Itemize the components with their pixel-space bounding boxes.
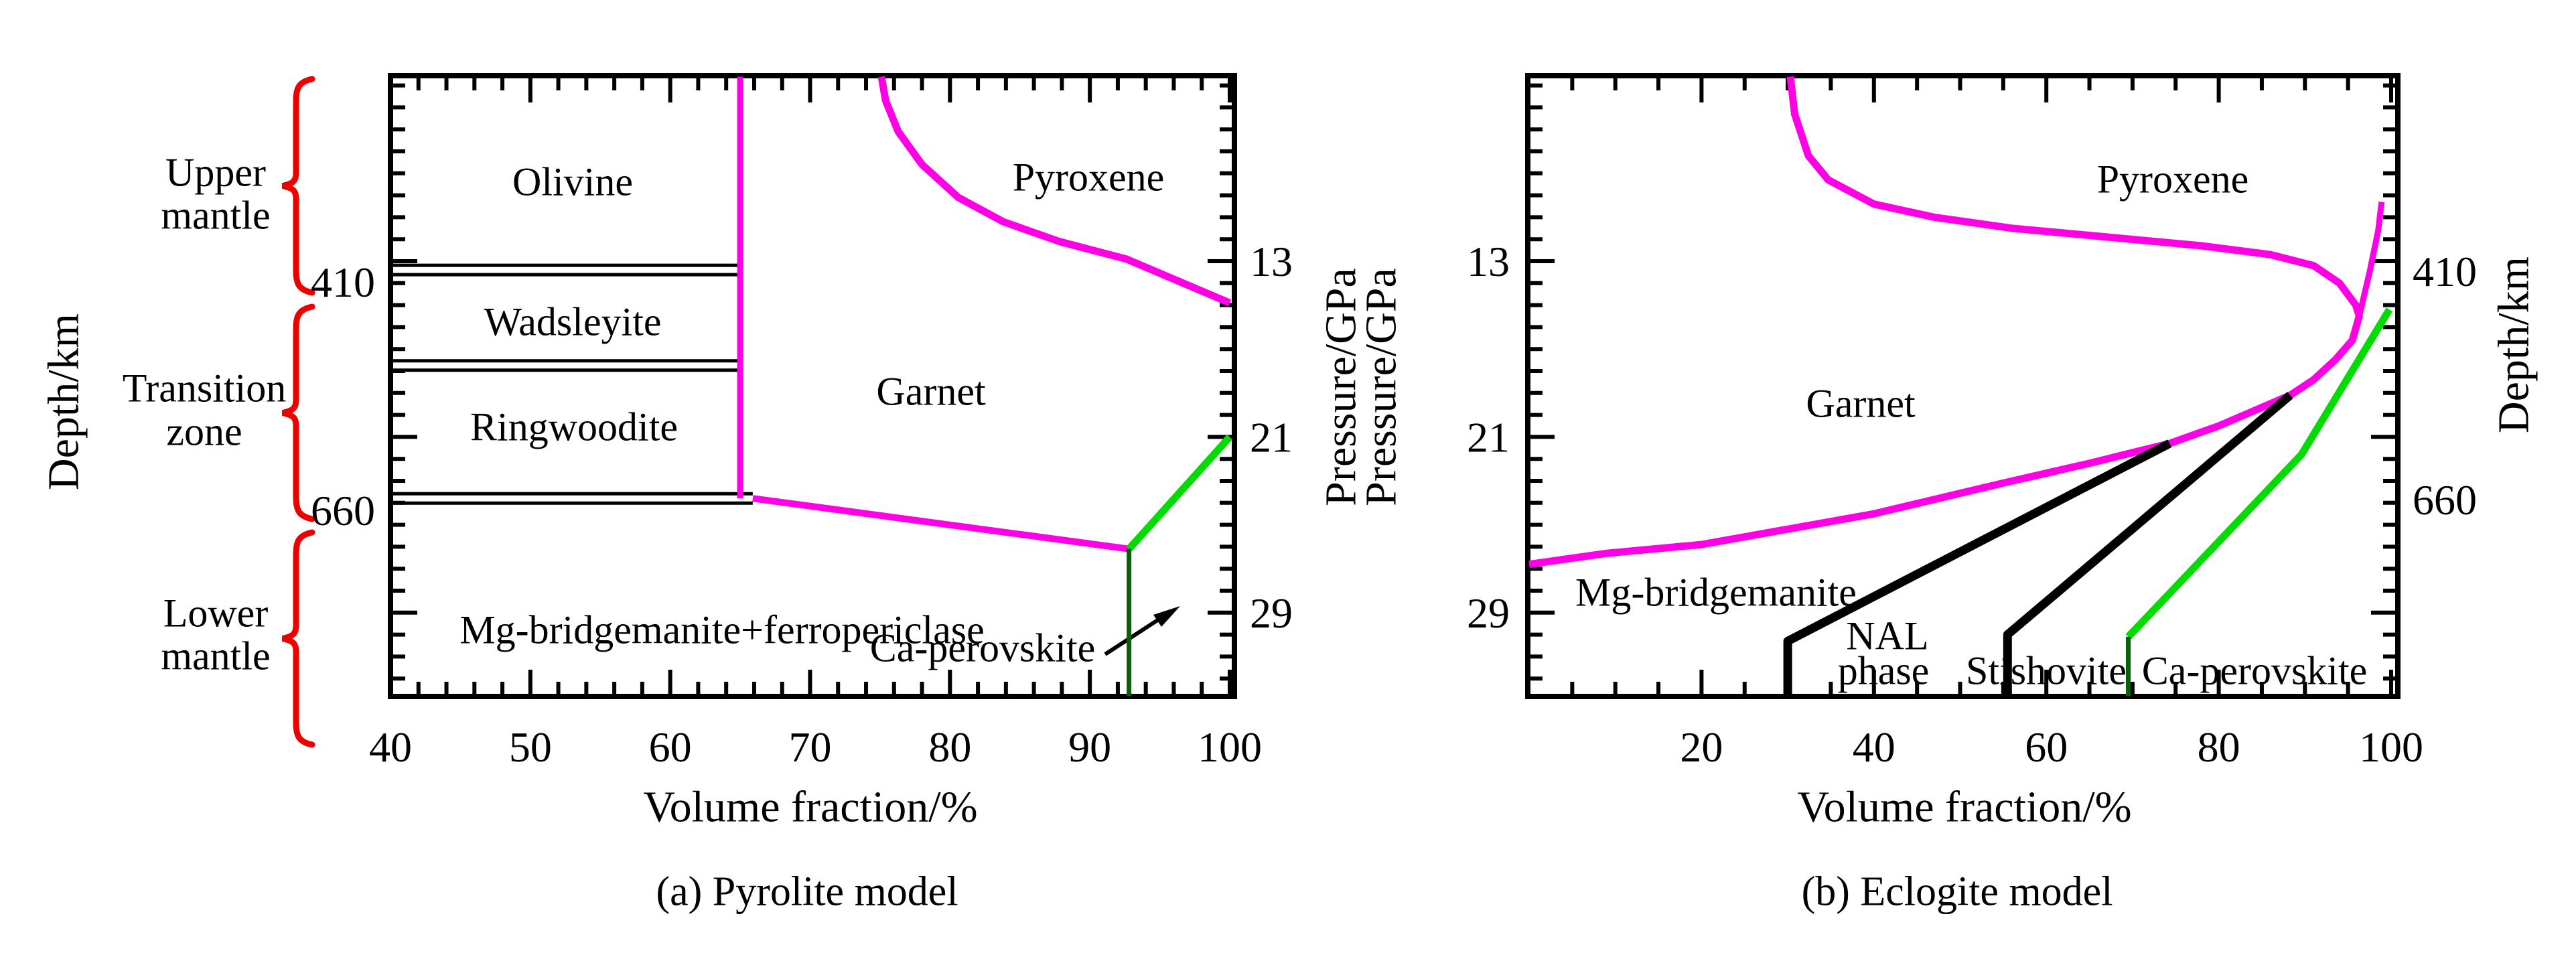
depth-mark-label: 410 (2413, 248, 2477, 295)
x-tick-label: 20 (1680, 723, 1723, 771)
boundary-garnet-bridgmanite (752, 495, 1130, 553)
pressure-tick-label: 21 (1467, 413, 1510, 461)
depth-axis-label-b: Depth/km (2489, 256, 2538, 433)
x-tick-label: 50 (509, 723, 552, 771)
pressure-tick-label: 13 (1467, 238, 1510, 285)
boundary-pyroxene-out-steep (2356, 201, 2385, 317)
ca-perovskite-arrow (1104, 606, 1180, 656)
depth-mark-label: 660 (311, 487, 375, 534)
x-tick-label: 60 (649, 723, 692, 771)
zone-label-upper-mantle: mantle (161, 193, 271, 238)
zone-label-upper-mantle: Upper (165, 150, 266, 195)
boundary-nal-in (1783, 439, 2172, 696)
depth-mark-label: 410 (311, 259, 375, 306)
caption-b: (b) Eclogite model (1801, 869, 2113, 915)
pressure-tick-label: 29 (1467, 589, 1510, 637)
x-tick-label: 100 (2359, 723, 2423, 771)
region-label-ringwoodite: Ringwoodite (470, 404, 678, 449)
x-axis-label-b: Volume fraction/% (1797, 782, 2132, 832)
x-tick-label: 40 (369, 723, 412, 771)
x-tick-label: 90 (1068, 723, 1111, 771)
depth-axis-label-a: Depth/km (39, 313, 88, 490)
boundary-stishovite-in (2003, 392, 2293, 696)
pressure-tick-label: 13 (1250, 238, 1293, 285)
region-label-mg-bridgemanite: Mg-bridgemanite (1575, 570, 1857, 615)
depth-braces (281, 76, 315, 748)
x-tick-label: 80 (928, 723, 971, 771)
region-label-olivine: Olivine (512, 159, 633, 204)
x-tick-label: 80 (2198, 723, 2240, 771)
x-tick-label: 100 (1198, 723, 1262, 771)
plot-frame (1525, 73, 2401, 699)
eclogite-layer: 20 40 60 80 100 13 21 29 410 660 (1467, 73, 2477, 771)
region-label-ca-perovskite-a: Ca-perovskite (869, 625, 1096, 670)
zone-label-transition-zone: Transition (122, 366, 287, 411)
plot-frame (388, 73, 1237, 699)
pressure-axis-label-b: Pressure/GPa (1356, 268, 1406, 506)
x-tick-label: 40 (1853, 723, 1895, 771)
x-tick-label: 70 (788, 723, 831, 771)
boundary-pyroxene-garnet (877, 76, 1232, 307)
region-label-garnet-a: Garnet (876, 369, 986, 414)
region-label-pyroxene-b: Pyroxene (2096, 157, 2249, 202)
boundary-pyroxene-garnet (1528, 76, 2363, 569)
region-label-garnet-b: Garnet (1806, 381, 1916, 426)
region-label-nal-phase: NAL (1846, 613, 1929, 658)
zone-label-lower-mantle: mantle (161, 634, 271, 678)
region-label-pyroxene-a: Pyroxene (1012, 155, 1165, 200)
pressure-tick-label: 29 (1250, 589, 1293, 637)
region-label-ca-perovskite-b: Ca-perovskite (2141, 648, 2368, 693)
depth-mark-label: 660 (2413, 476, 2477, 524)
zone-label-transition-zone: zone (166, 409, 242, 454)
pressure-tick-label: 21 (1250, 413, 1293, 461)
pyrolite-layer: 40 50 60 70 80 90 100 13 21 29 410 660 (311, 73, 1293, 771)
zone-label-lower-mantle: Lower (163, 591, 269, 636)
boundary-capv-green (2125, 307, 2393, 640)
boundary-garnet-capv (1126, 434, 1233, 552)
x-axis-label-a: Volume fraction/% (643, 782, 978, 832)
region-label-nal-phase: phase (1837, 648, 1930, 693)
caption-a: (a) Pyrolite model (656, 869, 958, 915)
x-tick-label: 60 (2025, 723, 2068, 771)
region-label-stishovite: Stishovite (1965, 648, 2127, 693)
region-label-wadsleyite: Wadsleyite (484, 299, 662, 344)
region-label-lower-mantle-assemblage: Mg-bridgemanite+ferropericlase (459, 607, 985, 652)
